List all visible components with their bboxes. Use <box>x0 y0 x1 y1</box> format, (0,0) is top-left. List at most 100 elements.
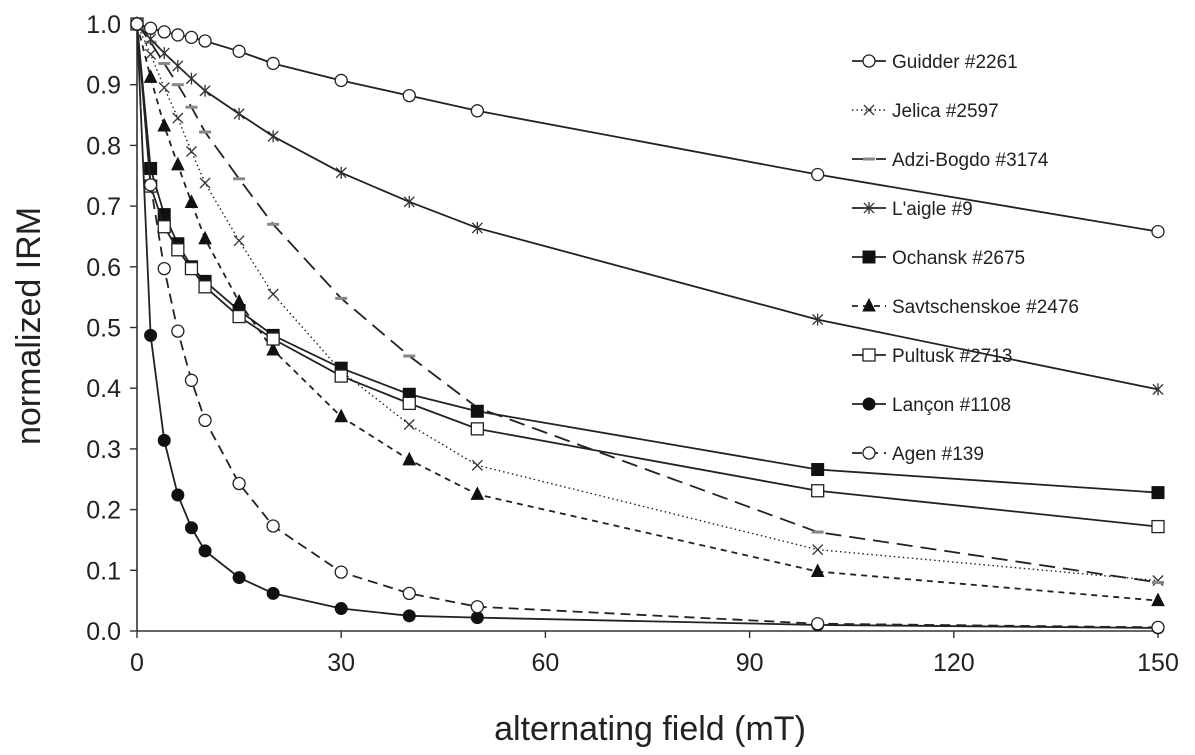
data-point <box>172 59 184 72</box>
axes <box>130 23 1159 638</box>
legend-item-0: Guidder #2261 <box>852 52 1018 73</box>
legend-marker <box>862 297 876 312</box>
data-point <box>198 544 212 558</box>
legend-marker <box>862 250 876 264</box>
data-point <box>143 69 158 83</box>
legend-marker <box>862 54 876 68</box>
y-tick-label: 0.3 <box>86 436 121 464</box>
data-point <box>811 167 825 182</box>
data-point <box>1151 486 1165 500</box>
legend-label: Savtschenskoe #2476 <box>892 297 1079 318</box>
data-point <box>266 519 280 533</box>
legend-label: Pultusk #2713 <box>892 346 1012 367</box>
series-3 <box>131 18 1164 396</box>
legend-marker <box>863 202 875 214</box>
data-point <box>811 463 825 477</box>
data-point <box>470 104 484 118</box>
data-point <box>1151 620 1165 635</box>
data-point <box>1151 519 1165 534</box>
data-point <box>266 332 280 346</box>
data-point <box>402 586 416 601</box>
legend-label: Lançon #1108 <box>892 395 1011 416</box>
data-point <box>233 107 245 120</box>
data-point <box>470 422 484 436</box>
y-tick-label: 0.5 <box>86 315 121 343</box>
data-point <box>198 413 212 428</box>
x-tick-label: 150 <box>1137 649 1179 677</box>
data-point <box>267 130 279 143</box>
data-point <box>334 602 348 616</box>
data-point <box>145 33 157 46</box>
data-point <box>172 112 184 124</box>
legend-label: Guidder #2261 <box>892 52 1018 73</box>
series-line <box>136 23 1159 629</box>
legend-item-3: L'aigle #9 <box>852 199 973 220</box>
data-point <box>184 373 199 387</box>
legend-marker <box>863 104 875 116</box>
data-point <box>171 324 185 338</box>
data-point <box>158 47 170 60</box>
y-tick-label: 0.2 <box>86 497 121 525</box>
y-tick-labels: 0.0 0.1 0.2 0.3 0.4 0.5 0.6 0.7 0.8 0.9 1.0 <box>86 11 121 646</box>
x-tick-labels: 0 30 60 90 120 150 <box>130 649 1179 677</box>
data-point <box>157 261 171 276</box>
data-point <box>470 600 484 614</box>
data-point <box>402 451 417 466</box>
legend-item-4: Ochansk #2675 <box>852 248 1025 269</box>
data-point <box>145 48 157 60</box>
legend-marker <box>862 348 876 362</box>
data-point <box>157 25 171 39</box>
data-point <box>402 88 416 103</box>
series-6 <box>130 17 1165 534</box>
y-tick-label: 0.6 <box>86 254 121 282</box>
data-point <box>233 235 245 247</box>
data-point <box>158 82 170 94</box>
y-tick-label: 0.4 <box>86 375 121 403</box>
y-tick-label: 0.1 <box>86 557 121 585</box>
data-point <box>334 73 348 88</box>
data-point <box>1152 575 1164 587</box>
data-point <box>402 609 416 623</box>
y-tick-label: 0.0 <box>86 618 121 646</box>
data-point <box>266 56 280 71</box>
x-tick-label: 0 <box>130 649 144 677</box>
data-point <box>232 476 246 491</box>
data-point <box>471 221 483 234</box>
data-point <box>402 396 416 411</box>
data-point <box>811 484 825 498</box>
y-tick-label: 1.0 <box>86 11 121 39</box>
data-point <box>143 21 158 35</box>
data-point <box>232 309 246 324</box>
data-point <box>199 177 211 189</box>
y-tick-label: 0.8 <box>86 132 121 160</box>
legend: Guidder #2261 Jelica #2597 Adzi-Bogdo #317… <box>852 52 1079 465</box>
x-tick-label: 60 <box>531 649 559 677</box>
data-point <box>184 194 199 208</box>
data-point <box>171 28 185 42</box>
data-point <box>199 84 211 97</box>
data-point <box>232 293 246 308</box>
y-tick-label: 0.7 <box>86 193 121 221</box>
x-tick-label: 90 <box>736 649 764 677</box>
legend-label: Ochansk #2675 <box>892 248 1025 269</box>
data-point <box>403 195 415 208</box>
series-line <box>136 23 1159 528</box>
data-point <box>144 328 158 342</box>
data-point <box>470 611 484 625</box>
legend-item-6: Pultusk #2713 <box>852 346 1012 367</box>
data-point <box>232 44 246 58</box>
data-point <box>811 617 825 631</box>
y-axis-label: normalized IRM <box>10 207 48 445</box>
data-point <box>185 145 198 158</box>
data-point <box>471 459 483 471</box>
data-point <box>198 34 212 48</box>
data-point <box>470 404 484 418</box>
data-point <box>1151 592 1165 607</box>
data-point <box>157 220 171 234</box>
data-point <box>130 17 144 31</box>
data-point <box>171 243 185 257</box>
y-tick-label: 0.9 <box>86 72 121 100</box>
data-point <box>144 161 158 175</box>
data-point <box>470 486 485 500</box>
legend-item-1: Jelica #2597 <box>852 101 999 122</box>
